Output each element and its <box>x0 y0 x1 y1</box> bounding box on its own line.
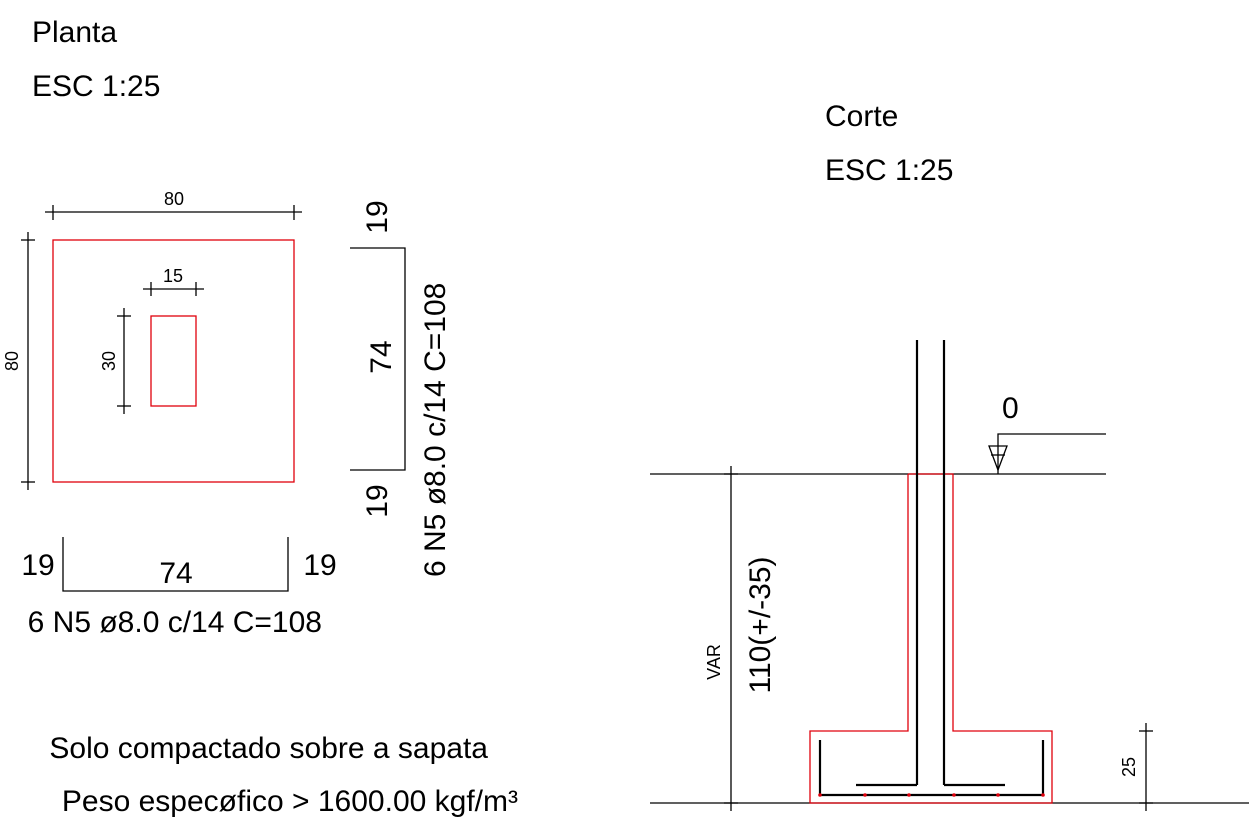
plan-dim-height-text: 80 <box>2 351 22 371</box>
bar-v-top-length: 19 <box>361 200 394 233</box>
note-specific-weight: Peso especøfico > 1600.00 kgf/m³ <box>62 785 518 818</box>
plan-dim-col-height: 30 <box>99 308 131 414</box>
level-marker: 0 <box>988 392 1106 474</box>
bar-v-bottom-length: 19 <box>361 484 394 517</box>
section-scale: ESC 1:25 <box>825 154 953 187</box>
section-view: Corte ESC 1:25 0 <box>650 100 1249 811</box>
level-value: 0 <box>1002 392 1019 425</box>
section-concrete-outline <box>809 473 1053 804</box>
note-compacted-soil: Solo compactado sobre a sapata <box>49 732 488 765</box>
soil-notes: Solo compactado sobre a sapata Peso espe… <box>49 732 518 818</box>
plan-dim-col-height-text: 30 <box>99 351 119 371</box>
bar-h-left-length: 19 <box>21 549 54 582</box>
section-dim-depth: VAR 110(+/-35) <box>704 466 777 811</box>
bar-detail-horizontal: 19 74 19 6 N5 ø8.0 c/14 C=108 <box>21 537 337 639</box>
bar-shape-vertical <box>350 247 406 471</box>
bar-v-spec: 6 N5 ø8.0 c/14 C=108 <box>419 283 452 577</box>
footing-rebar <box>818 740 1045 797</box>
section-var-label: VAR <box>704 644 724 680</box>
level-triangle-icon <box>988 445 1008 472</box>
plan-view: Planta ESC 1:25 80 80 15 <box>2 16 302 490</box>
plan-dim-width: 80 <box>45 189 302 220</box>
section-footing-height-value: 25 <box>1119 757 1139 777</box>
bar-detail-vertical: 19 74 19 6 N5 ø8.0 c/14 C=108 <box>350 200 452 577</box>
bar-shape-horizontal <box>62 537 289 592</box>
section-dim-footing-height: 25 <box>1119 723 1153 811</box>
plan-scale: ESC 1:25 <box>32 70 160 103</box>
bar-h-spec: 6 N5 ø8.0 c/14 C=108 <box>28 606 322 639</box>
bar-h-middle-length: 74 <box>159 557 192 590</box>
section-title: Corte <box>825 100 898 133</box>
plan-title: Planta <box>32 16 117 49</box>
bar-v-middle-length: 74 <box>365 340 398 373</box>
plan-dim-height: 80 <box>2 232 35 490</box>
plan-dim-width-text: 80 <box>164 189 184 209</box>
plan-dim-col-width-text: 15 <box>163 266 183 286</box>
plan-footing-outline <box>52 239 295 483</box>
plan-column-outline <box>150 315 197 407</box>
bar-h-right-length: 19 <box>303 549 336 582</box>
plan-dim-col-width: 15 <box>143 266 204 296</box>
rebar-dots <box>818 793 1045 797</box>
section-depth-value: 110(+/-35) <box>744 556 777 693</box>
